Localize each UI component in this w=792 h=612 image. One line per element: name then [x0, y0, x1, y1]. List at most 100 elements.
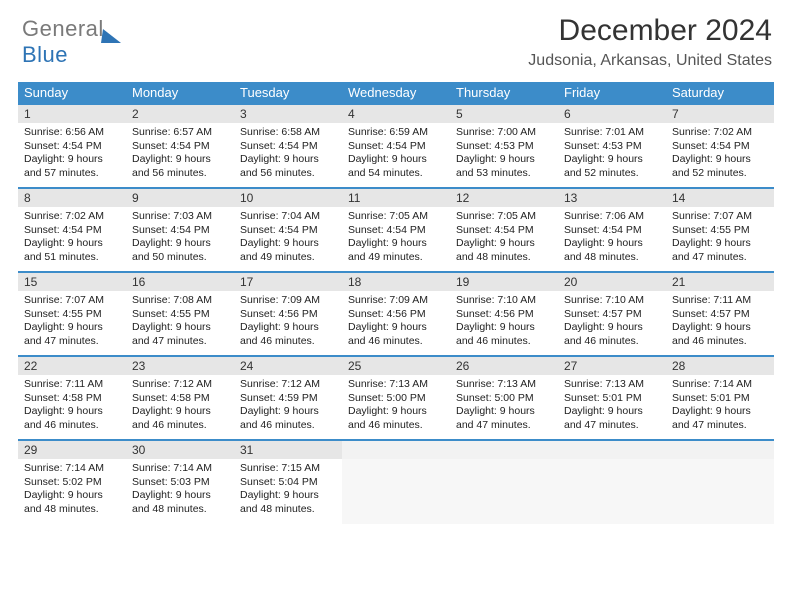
- day-number: 28: [666, 357, 774, 375]
- day-info: Sunrise: 7:00 AMSunset: 4:53 PMDaylight:…: [450, 123, 558, 185]
- day-cell: 22Sunrise: 7:11 AMSunset: 4:58 PMDayligh…: [18, 356, 126, 440]
- dow-header: Friday: [558, 82, 666, 104]
- day-info: Sunrise: 6:57 AMSunset: 4:54 PMDaylight:…: [126, 123, 234, 185]
- day-number-empty: [342, 441, 450, 459]
- day-cell: 29Sunrise: 7:14 AMSunset: 5:02 PMDayligh…: [18, 440, 126, 524]
- day-number: 22: [18, 357, 126, 375]
- day-number: 17: [234, 273, 342, 291]
- day-info: Sunrise: 7:08 AMSunset: 4:55 PMDaylight:…: [126, 291, 234, 353]
- day-number: 11: [342, 189, 450, 207]
- day-info: Sunrise: 7:05 AMSunset: 4:54 PMDaylight:…: [342, 207, 450, 269]
- logo-text: General Blue: [22, 16, 104, 68]
- day-info: Sunrise: 7:01 AMSunset: 4:53 PMDaylight:…: [558, 123, 666, 185]
- calendar-table: SundayMondayTuesdayWednesdayThursdayFrid…: [18, 82, 774, 524]
- day-info: Sunrise: 7:09 AMSunset: 4:56 PMDaylight:…: [342, 291, 450, 353]
- day-cell: 16Sunrise: 7:08 AMSunset: 4:55 PMDayligh…: [126, 272, 234, 356]
- day-number: 13: [558, 189, 666, 207]
- week-row: 1Sunrise: 6:56 AMSunset: 4:54 PMDaylight…: [18, 104, 774, 188]
- dow-header: Sunday: [18, 82, 126, 104]
- day-cell: 6Sunrise: 7:01 AMSunset: 4:53 PMDaylight…: [558, 104, 666, 188]
- day-cell: 28Sunrise: 7:14 AMSunset: 5:01 PMDayligh…: [666, 356, 774, 440]
- day-info: Sunrise: 7:09 AMSunset: 4:56 PMDaylight:…: [234, 291, 342, 353]
- day-info: Sunrise: 7:12 AMSunset: 4:59 PMDaylight:…: [234, 375, 342, 437]
- day-info: Sunrise: 6:58 AMSunset: 4:54 PMDaylight:…: [234, 123, 342, 185]
- day-info: Sunrise: 7:11 AMSunset: 4:58 PMDaylight:…: [18, 375, 126, 437]
- day-number: 23: [126, 357, 234, 375]
- day-cell: 11Sunrise: 7:05 AMSunset: 4:54 PMDayligh…: [342, 188, 450, 272]
- day-info: Sunrise: 7:14 AMSunset: 5:01 PMDaylight:…: [666, 375, 774, 437]
- day-cell: 31Sunrise: 7:15 AMSunset: 5:04 PMDayligh…: [234, 440, 342, 524]
- day-info: Sunrise: 7:04 AMSunset: 4:54 PMDaylight:…: [234, 207, 342, 269]
- day-cell: [342, 440, 450, 524]
- day-cell: 24Sunrise: 7:12 AMSunset: 4:59 PMDayligh…: [234, 356, 342, 440]
- day-cell: 4Sunrise: 6:59 AMSunset: 4:54 PMDaylight…: [342, 104, 450, 188]
- day-info: Sunrise: 7:07 AMSunset: 4:55 PMDaylight:…: [666, 207, 774, 269]
- day-cell: 7Sunrise: 7:02 AMSunset: 4:54 PMDaylight…: [666, 104, 774, 188]
- logo-triangle-icon: [101, 29, 123, 43]
- week-row: 15Sunrise: 7:07 AMSunset: 4:55 PMDayligh…: [18, 272, 774, 356]
- day-number: 3: [234, 105, 342, 123]
- day-number: 26: [450, 357, 558, 375]
- day-info: Sunrise: 7:14 AMSunset: 5:03 PMDaylight:…: [126, 459, 234, 521]
- day-number: 9: [126, 189, 234, 207]
- day-cell: 30Sunrise: 7:14 AMSunset: 5:03 PMDayligh…: [126, 440, 234, 524]
- week-row: 8Sunrise: 7:02 AMSunset: 4:54 PMDaylight…: [18, 188, 774, 272]
- day-number: 25: [342, 357, 450, 375]
- title-month: December 2024: [18, 14, 772, 48]
- day-cell: 21Sunrise: 7:11 AMSunset: 4:57 PMDayligh…: [666, 272, 774, 356]
- day-number: 21: [666, 273, 774, 291]
- day-cell: 5Sunrise: 7:00 AMSunset: 4:53 PMDaylight…: [450, 104, 558, 188]
- day-number: 1: [18, 105, 126, 123]
- day-cell: 12Sunrise: 7:05 AMSunset: 4:54 PMDayligh…: [450, 188, 558, 272]
- day-info: Sunrise: 7:10 AMSunset: 4:56 PMDaylight:…: [450, 291, 558, 353]
- day-cell: 15Sunrise: 7:07 AMSunset: 4:55 PMDayligh…: [18, 272, 126, 356]
- day-cell: 25Sunrise: 7:13 AMSunset: 5:00 PMDayligh…: [342, 356, 450, 440]
- day-number: 20: [558, 273, 666, 291]
- day-cell: 23Sunrise: 7:12 AMSunset: 4:58 PMDayligh…: [126, 356, 234, 440]
- day-number: 19: [450, 273, 558, 291]
- dow-header: Tuesday: [234, 82, 342, 104]
- day-number: 2: [126, 105, 234, 123]
- title-location: Judsonia, Arkansas, United States: [18, 52, 772, 70]
- logo-text-gray: General: [22, 16, 104, 41]
- day-cell: 13Sunrise: 7:06 AMSunset: 4:54 PMDayligh…: [558, 188, 666, 272]
- day-number: 14: [666, 189, 774, 207]
- day-cell: 18Sunrise: 7:09 AMSunset: 4:56 PMDayligh…: [342, 272, 450, 356]
- dow-header: Monday: [126, 82, 234, 104]
- day-cell: 10Sunrise: 7:04 AMSunset: 4:54 PMDayligh…: [234, 188, 342, 272]
- day-info: Sunrise: 7:06 AMSunset: 4:54 PMDaylight:…: [558, 207, 666, 269]
- day-number: 5: [450, 105, 558, 123]
- day-cell: 27Sunrise: 7:13 AMSunset: 5:01 PMDayligh…: [558, 356, 666, 440]
- day-info: Sunrise: 7:13 AMSunset: 5:00 PMDaylight:…: [342, 375, 450, 437]
- day-info: Sunrise: 7:13 AMSunset: 5:00 PMDaylight:…: [450, 375, 558, 437]
- day-number: 15: [18, 273, 126, 291]
- day-cell: 3Sunrise: 6:58 AMSunset: 4:54 PMDaylight…: [234, 104, 342, 188]
- day-info: Sunrise: 7:14 AMSunset: 5:02 PMDaylight:…: [18, 459, 126, 521]
- day-info: Sunrise: 7:07 AMSunset: 4:55 PMDaylight:…: [18, 291, 126, 353]
- day-cell: 19Sunrise: 7:10 AMSunset: 4:56 PMDayligh…: [450, 272, 558, 356]
- day-info: Sunrise: 7:02 AMSunset: 4:54 PMDaylight:…: [666, 123, 774, 185]
- day-number: 7: [666, 105, 774, 123]
- dow-header: Wednesday: [342, 82, 450, 104]
- day-info: Sunrise: 7:11 AMSunset: 4:57 PMDaylight:…: [666, 291, 774, 353]
- dow-row: SundayMondayTuesdayWednesdayThursdayFrid…: [18, 82, 774, 104]
- day-number: 30: [126, 441, 234, 459]
- week-row: 22Sunrise: 7:11 AMSunset: 4:58 PMDayligh…: [18, 356, 774, 440]
- header: December 2024 Judsonia, Arkansas, United…: [18, 14, 774, 70]
- day-number: 12: [450, 189, 558, 207]
- day-info: Sunrise: 7:12 AMSunset: 4:58 PMDaylight:…: [126, 375, 234, 437]
- day-info: Sunrise: 6:59 AMSunset: 4:54 PMDaylight:…: [342, 123, 450, 185]
- day-cell: [450, 440, 558, 524]
- week-row: 29Sunrise: 7:14 AMSunset: 5:02 PMDayligh…: [18, 440, 774, 524]
- day-number: 4: [342, 105, 450, 123]
- day-cell: 8Sunrise: 7:02 AMSunset: 4:54 PMDaylight…: [18, 188, 126, 272]
- day-number-empty: [558, 441, 666, 459]
- day-cell: 1Sunrise: 6:56 AMSunset: 4:54 PMDaylight…: [18, 104, 126, 188]
- day-number: 24: [234, 357, 342, 375]
- logo: General Blue: [22, 16, 122, 68]
- day-info: Sunrise: 7:05 AMSunset: 4:54 PMDaylight:…: [450, 207, 558, 269]
- day-number-empty: [666, 441, 774, 459]
- day-number: 29: [18, 441, 126, 459]
- day-info: Sunrise: 7:03 AMSunset: 4:54 PMDaylight:…: [126, 207, 234, 269]
- day-info: Sunrise: 7:10 AMSunset: 4:57 PMDaylight:…: [558, 291, 666, 353]
